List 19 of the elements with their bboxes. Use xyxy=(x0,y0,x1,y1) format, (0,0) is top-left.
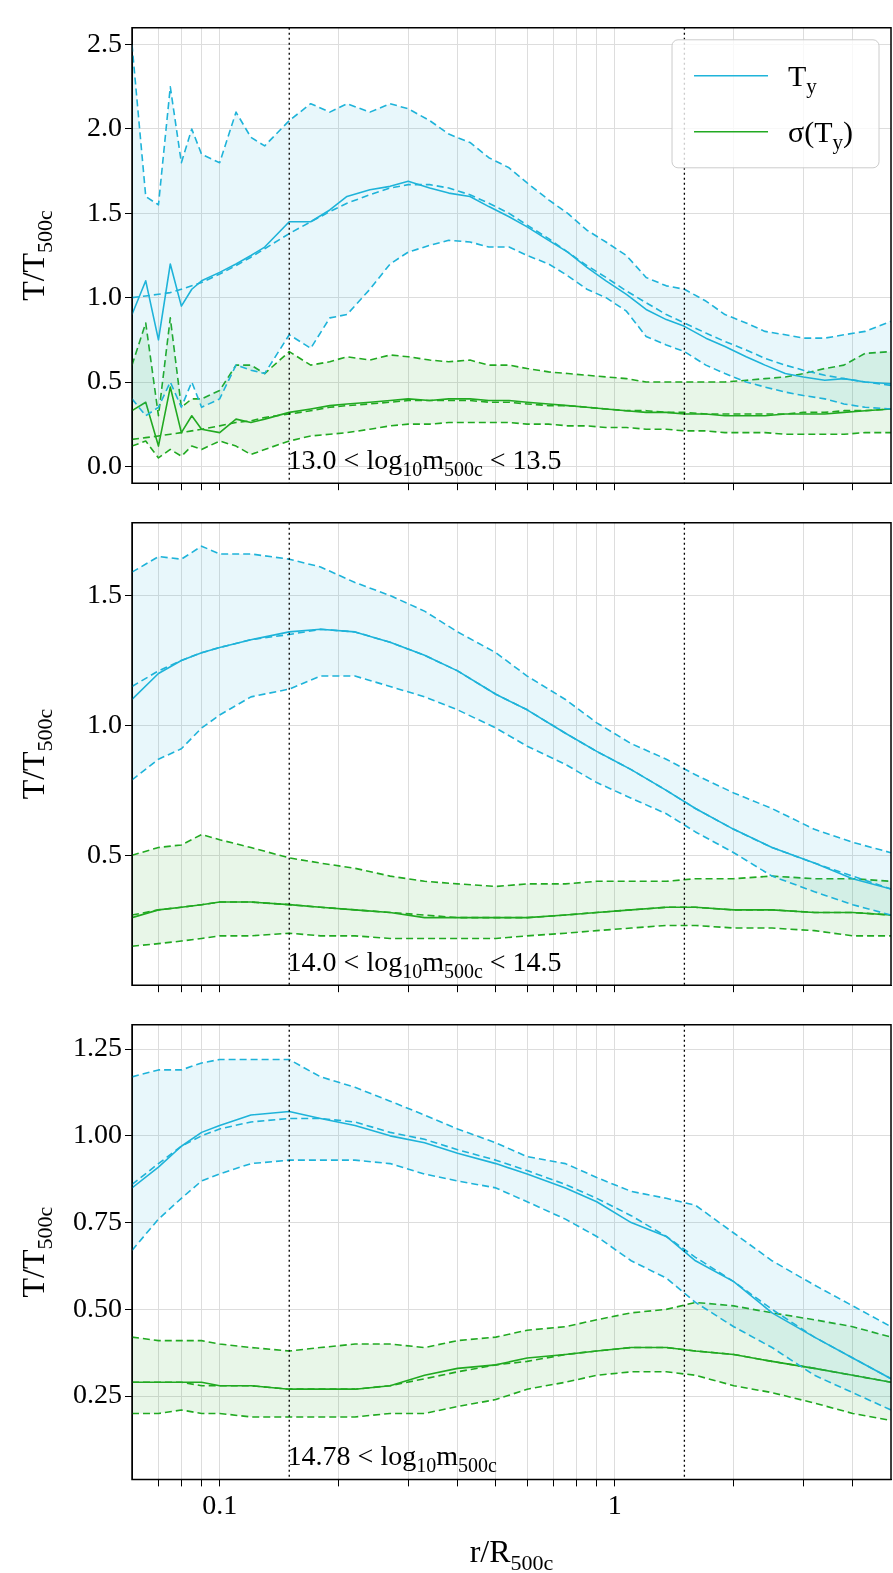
x-tick-label: 0.1 xyxy=(202,1488,238,1520)
y-tick-label: 1.0 xyxy=(87,280,122,312)
y-tick-label: 2.5 xyxy=(87,27,122,59)
y-tick-label: 1.00 xyxy=(73,1118,122,1150)
y-tick-label: 2.0 xyxy=(87,111,122,143)
y-axis-title: T/T500c xyxy=(15,1206,57,1298)
y-tick-label: 0.50 xyxy=(73,1291,122,1323)
y-tick-label: 0.75 xyxy=(73,1204,122,1236)
y-tick-label: 0.0 xyxy=(87,448,122,480)
y-tick-label: 0.5 xyxy=(87,364,122,396)
y-tick-label: 1.5 xyxy=(87,577,122,609)
y-tick-label: 1.5 xyxy=(87,195,122,227)
y-axis-title: T/T500c xyxy=(15,708,57,800)
y-tick-label: 1.0 xyxy=(87,707,122,739)
y-axis-title: T/T500c xyxy=(15,209,57,301)
y-tick-label: 0.25 xyxy=(73,1378,122,1410)
x-tick-label: 1 xyxy=(607,1488,622,1520)
y-tick-label: 1.25 xyxy=(73,1031,122,1063)
y-tick-label: 0.5 xyxy=(87,837,122,869)
